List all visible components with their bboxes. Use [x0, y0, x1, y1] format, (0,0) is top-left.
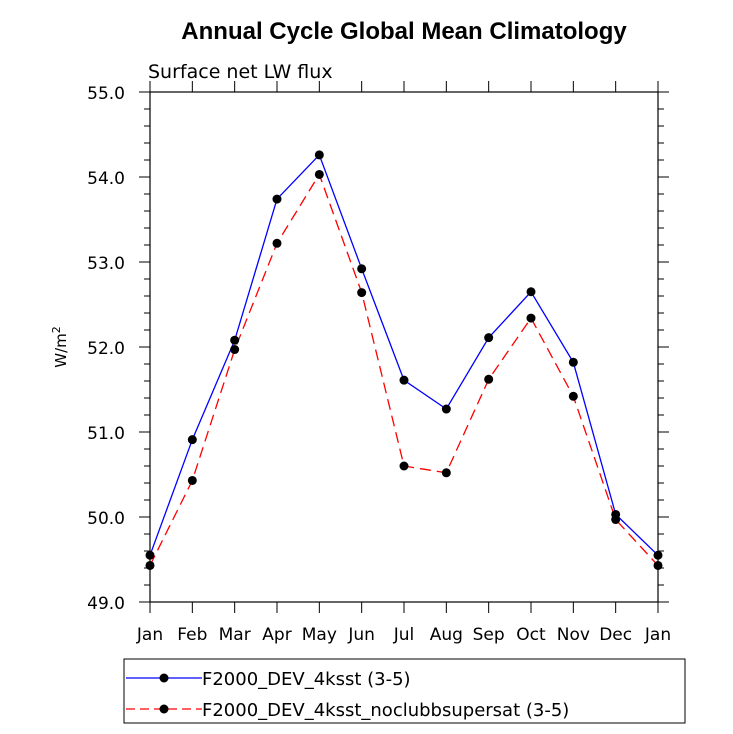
series-2-point: [357, 288, 367, 298]
legend-marker-red: [159, 704, 169, 714]
series-2-point: [272, 238, 282, 248]
series-2-point: [145, 560, 155, 570]
series-2-point: [441, 468, 451, 478]
x-tick-label: May: [302, 625, 337, 645]
x-tick-label: Nov: [557, 625, 590, 645]
x-tick-label: Jan: [136, 625, 163, 645]
series-2-point: [526, 313, 536, 323]
series-1-point: [399, 375, 409, 385]
y-tick-label: 53.0: [87, 254, 125, 274]
series-2-point: [230, 345, 240, 355]
x-tick-label: Apr: [262, 625, 291, 645]
y-tick-label: 52.0: [87, 339, 125, 359]
legend-box: [123, 658, 686, 724]
series-line-2: [149, 172, 659, 566]
series-2-point: [568, 391, 578, 401]
x-tick-labels: Jan Feb Mar Apr May Jun Jul Aug Sep Oct Nov Dec Jan: [136, 625, 671, 645]
series-2-point: [399, 461, 409, 471]
plot-frame: [149, 91, 659, 603]
y-tick-label: 54.0: [87, 169, 125, 189]
x-tick-label: Jan: [644, 625, 671, 645]
legend-label-blue: F2000_DEV_4ksst (3-5): [202, 669, 411, 690]
series-1-point: [187, 435, 197, 445]
series-1-point: [145, 550, 155, 560]
series-line-1: [149, 153, 659, 556]
series-1-point: [526, 287, 536, 297]
legend-marker-blue: [159, 673, 169, 683]
series-1-point: [314, 150, 324, 160]
series-2-point: [653, 560, 663, 570]
data-series: [145, 150, 663, 570]
x-tick-label: Dec: [599, 625, 632, 645]
x-tick-label: Oct: [516, 625, 546, 645]
x-tick-label: Mar: [219, 625, 251, 645]
chart-title: Annual Cycle Global Mean Climatology: [181, 18, 627, 45]
y-tick-label: 51.0: [87, 424, 125, 444]
y-tick-label: 50.0: [87, 509, 125, 529]
legend-label-red: F2000_DEV_4ksst_noclubbsupersat (3-5): [202, 700, 569, 721]
x-tick-label: Jul: [393, 625, 415, 645]
series-1-point: [653, 550, 663, 560]
y-tick-labels: 49.0 50.0 51.0 52.0 53.0 54.0 55.0: [87, 84, 125, 614]
series-2-point: [314, 169, 324, 179]
series-2-point: [611, 515, 621, 525]
x-tick-label: Jun: [347, 625, 375, 645]
axis-ticks: [139, 81, 669, 613]
series-1-point: [441, 404, 451, 414]
x-tick-label: Feb: [177, 625, 207, 645]
series-1-point: [230, 335, 240, 345]
y-tick-label: 49.0: [87, 594, 125, 614]
series-1-point: [357, 264, 367, 274]
series-1-point: [568, 357, 578, 367]
series-2-point: [187, 475, 197, 485]
y-tick-label: 55.0: [87, 84, 125, 104]
x-tick-label: Sep: [473, 625, 505, 645]
x-tick-label: Aug: [430, 625, 463, 645]
series-1-point: [272, 194, 282, 204]
chart-subtitle: Surface net LW flux: [148, 61, 333, 83]
y-axis-label: W/m2: [50, 326, 70, 368]
series-1-point: [484, 333, 494, 343]
series-2-point: [484, 374, 494, 384]
